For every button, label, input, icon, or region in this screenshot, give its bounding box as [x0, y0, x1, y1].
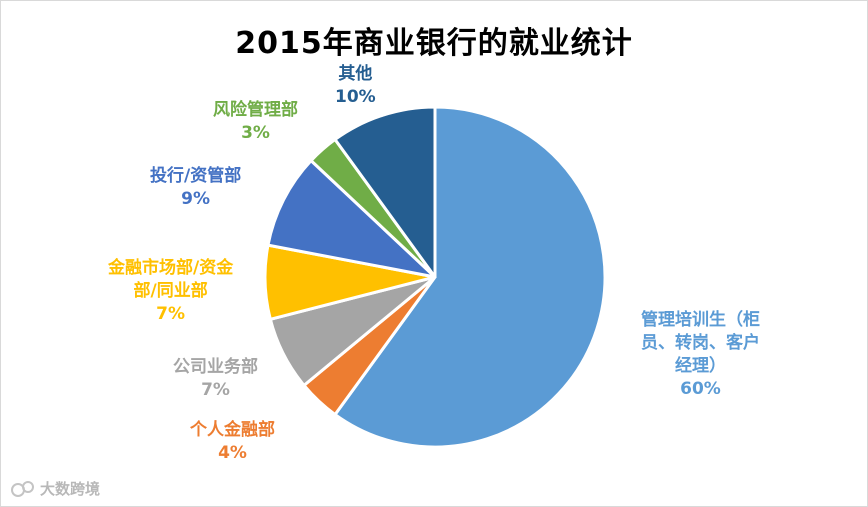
- slice-label-name-line: 其他: [338, 64, 373, 84]
- slice-label-percent: 7%: [156, 304, 186, 324]
- watermark-text: 大数跨境: [40, 480, 101, 498]
- watermark: 大数跨境: [10, 478, 100, 499]
- slice-label-name-line: 个人金融部: [190, 420, 275, 440]
- slice-label-percent: 4%: [218, 443, 247, 463]
- slice-label-name-line: 经理）: [675, 356, 726, 376]
- slice-label-percent: 3%: [241, 123, 270, 143]
- pie-slice-5: [266, 159, 437, 279]
- slice-label-percent: 60%: [680, 379, 721, 399]
- slice-label-name-line: 公司业务部: [173, 357, 258, 377]
- slice-label-6: 风险管理部 3%: [213, 99, 298, 145]
- slice-label-name-line: 投行/资管部: [150, 166, 242, 186]
- slice-label-percent: 7%: [201, 380, 230, 400]
- pie-slice-1: [333, 105, 607, 449]
- watermark-logo-icon: [11, 480, 34, 497]
- slice-label-5: 投行/资管部 9%: [150, 165, 241, 211]
- slice-label-percent: 10%: [335, 87, 376, 107]
- slice-label-3: 公司业务部 7%: [173, 356, 258, 402]
- pie-slice-7: [333, 105, 437, 279]
- chart-title: 2015年商业银行的就业统计: [235, 26, 633, 61]
- slice-label-name-line: 部/同业部: [133, 281, 208, 301]
- slice-label-2: 个人金融部 4%: [190, 419, 275, 465]
- slice-label-name-line: 风险管理部: [213, 100, 298, 120]
- slice-label-percent: 9%: [181, 189, 211, 209]
- slice-label-name-line: 管理培训生（柜: [641, 310, 760, 330]
- slice-label-name-line: 金融市场部/资金: [108, 258, 234, 278]
- slice-label-name-line: 员、转岗、客户: [641, 333, 760, 353]
- slice-label-1: 管理培训生（柜 员、转岗、客户 经理） 60%: [641, 309, 760, 401]
- slice-label-4: 金融市场部/资金 部/同业部 7%: [108, 257, 233, 326]
- slice-label-7: 其他 10%: [335, 63, 376, 109]
